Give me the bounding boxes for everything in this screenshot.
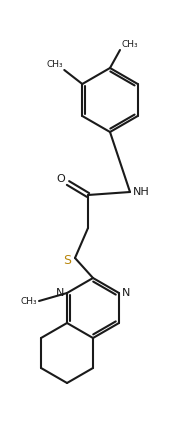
- Text: N: N: [122, 288, 130, 298]
- Text: O: O: [56, 174, 65, 184]
- Text: CH₃: CH₃: [47, 60, 63, 69]
- Text: S: S: [63, 255, 71, 267]
- Text: CH₃: CH₃: [20, 297, 37, 306]
- Text: CH₃: CH₃: [121, 40, 138, 49]
- Text: NH: NH: [133, 187, 150, 197]
- Text: N: N: [56, 288, 64, 298]
